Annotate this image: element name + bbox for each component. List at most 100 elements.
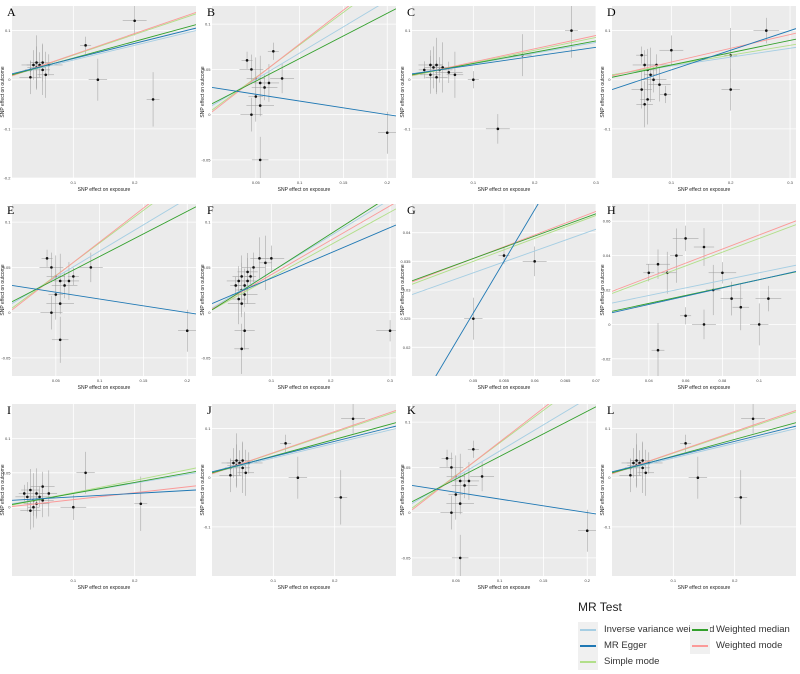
- snp-point: [258, 158, 262, 162]
- snp-point: [684, 314, 687, 318]
- snp-point: [675, 254, 678, 257]
- x-tick-label: 0.2: [328, 378, 334, 383]
- x-tick-label: 0.1: [97, 378, 103, 383]
- y-tick-label: -0.05: [201, 157, 211, 162]
- x-tick-label: 0.3: [593, 180, 599, 185]
- x-tick-label: 0.2: [532, 180, 538, 185]
- regression-line-mr-egger: [212, 87, 396, 117]
- y-tick-label: -0.2: [4, 176, 12, 181]
- x-axis-label: SNP effect on exposure: [678, 187, 731, 193]
- snp-point: [641, 459, 644, 462]
- snp-point: [463, 484, 466, 487]
- y-tick-label: -0.05: [201, 355, 211, 360]
- regression-line-inverse-variance-weighted: [612, 46, 796, 76]
- y-tick-label: 0.1: [205, 426, 211, 431]
- y-tick-label: 0.1: [405, 420, 411, 425]
- snp-point: [632, 461, 635, 465]
- snp-point: [250, 113, 253, 116]
- snp-point: [641, 466, 644, 470]
- snp-point: [435, 75, 438, 79]
- regression-line-weighted-median: [12, 206, 196, 303]
- x-tick-label: 0.065: [560, 378, 571, 383]
- panel-label: D: [607, 5, 616, 19]
- y-tick-label: 0.1: [205, 220, 211, 225]
- legend-key-simple-mode: [578, 654, 598, 670]
- plot-area: [412, 6, 596, 144]
- x-tick-label: 0.1: [71, 578, 77, 583]
- snp-point: [429, 73, 432, 77]
- snp-point: [640, 53, 643, 57]
- plot-area: [12, 6, 196, 127]
- y-tick-label: 0.1: [605, 426, 611, 431]
- panel-label: J: [207, 403, 212, 417]
- y-tick-label: 0.05: [403, 465, 412, 470]
- snp-point: [454, 493, 458, 496]
- y-tick-label: 0: [208, 112, 211, 117]
- x-axis-label: SNP effect on exposure: [678, 385, 731, 391]
- x-tick-label: 0.2: [332, 578, 338, 583]
- x-tick-label: 0.08: [719, 378, 728, 383]
- x-tick-label: 0.2: [584, 578, 590, 583]
- snp-point: [243, 329, 246, 333]
- legend-label-weighted-median: Weighted median: [716, 624, 790, 635]
- snp-point: [29, 509, 32, 512]
- snp-point: [339, 496, 343, 499]
- plot-background: [612, 6, 796, 178]
- x-tick-label: 0.05: [469, 378, 478, 383]
- snp-point: [739, 496, 743, 499]
- panel-label: A: [7, 5, 16, 19]
- x-tick-label: 0.3: [787, 180, 793, 185]
- snp-point: [241, 459, 244, 462]
- snp-point: [237, 279, 241, 283]
- regression-line-mr-egger: [612, 270, 796, 314]
- x-tick-label: 0.05: [52, 378, 61, 383]
- y-axis-label: SNP effect on outcome: [0, 66, 6, 117]
- panel-label: I: [7, 403, 11, 417]
- regression-line-weighted-median: [612, 38, 796, 78]
- y-tick-label: 0.1: [5, 28, 11, 33]
- snp-point: [240, 347, 243, 351]
- snp-point: [432, 66, 435, 69]
- snp-point: [284, 442, 287, 445]
- plot-area: [612, 220, 796, 376]
- y-tick-label: -0.1: [4, 126, 12, 131]
- x-tick-label: 0.1: [471, 180, 477, 185]
- y-tick-label: 0: [208, 475, 211, 480]
- snp-point: [63, 284, 66, 287]
- y-tick-label: 0.1: [205, 22, 211, 27]
- snp-point: [472, 317, 475, 320]
- snp-point: [684, 237, 687, 240]
- snp-point: [133, 19, 136, 23]
- y-tick-label: 0.1: [5, 220, 11, 225]
- x-tick-label: 0.15: [540, 578, 549, 583]
- x-tick-label: 0.2: [184, 378, 190, 383]
- regression-line-inverse-variance-weighted: [212, 428, 396, 474]
- snp-point: [84, 471, 87, 475]
- snp-point: [38, 495, 41, 499]
- y-axis-label: SNP effect on outcome: [400, 264, 406, 315]
- y-tick-label: 0.03: [403, 288, 412, 293]
- y-tick-label: 0: [8, 77, 11, 82]
- snp-point: [243, 293, 246, 296]
- legend-title: MR Test: [578, 600, 622, 614]
- snp-point: [702, 245, 706, 249]
- x-axis-label: SNP effect on exposure: [278, 585, 331, 591]
- snp-point: [496, 127, 500, 131]
- snp-point: [767, 297, 770, 300]
- plot-area: [12, 204, 196, 363]
- plot-area: [612, 404, 796, 525]
- snp-point: [646, 98, 649, 101]
- snp-point: [472, 78, 475, 82]
- snp-point: [264, 261, 267, 265]
- y-tick-label: 0.025: [400, 316, 411, 321]
- x-tick-label: 0.3: [387, 378, 393, 383]
- snp-point: [751, 417, 755, 421]
- regression-line-simple-mode: [412, 404, 553, 509]
- snp-point: [447, 71, 451, 74]
- plot-area: [612, 17, 796, 128]
- regression-line-weighted-mode: [12, 485, 196, 507]
- plot-area: [412, 404, 596, 576]
- regression-line-inverse-variance-weighted: [612, 428, 796, 474]
